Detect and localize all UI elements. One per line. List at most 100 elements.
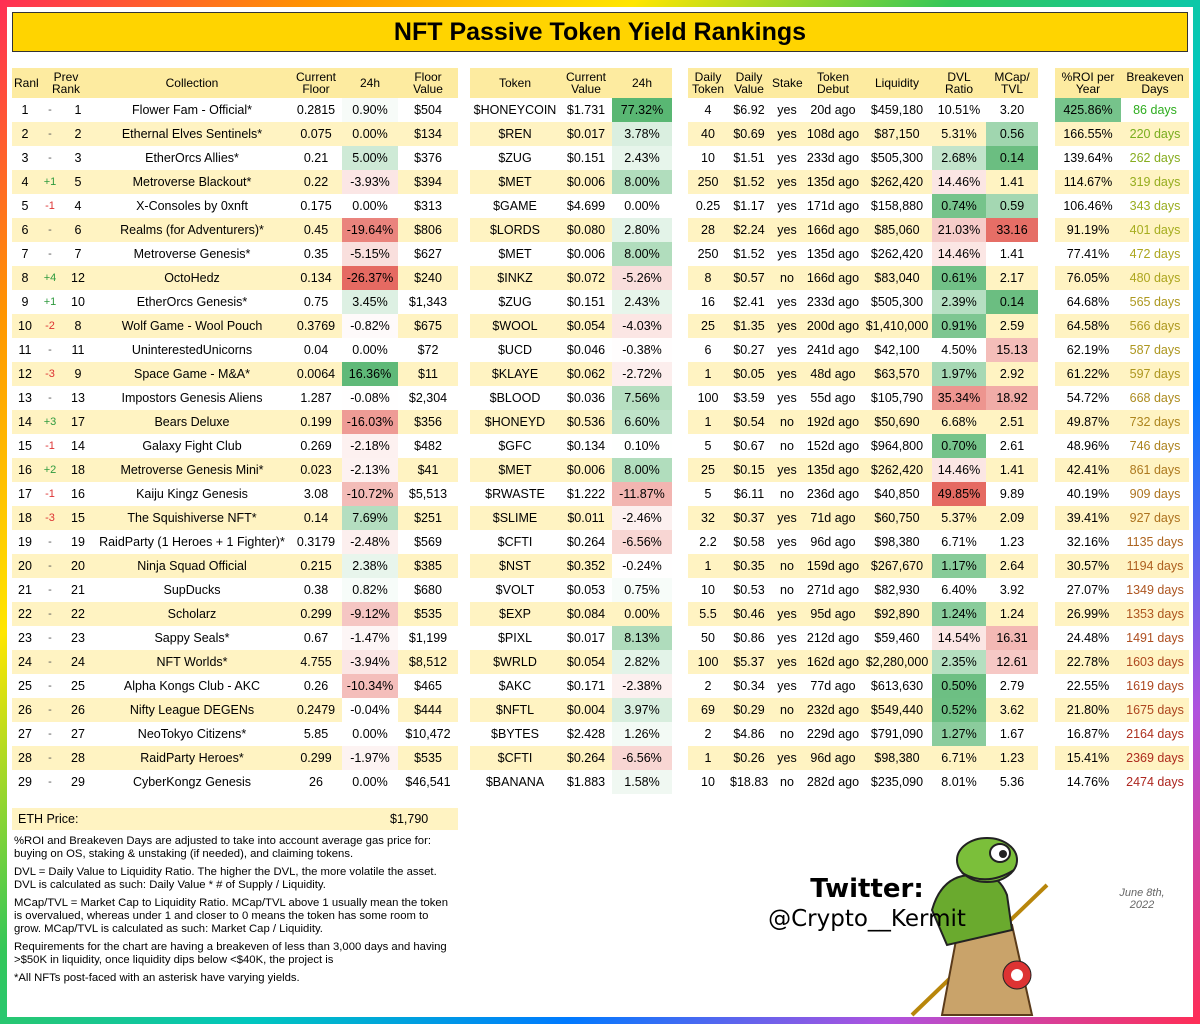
column-header: Collection (94, 68, 290, 98)
cell: 233d ago (806, 295, 860, 309)
cell: 597 days (1121, 362, 1189, 386)
data-table: Daily Token Daily Value Stake Token Debut Li… (688, 68, 1038, 794)
cell: 29 (18, 775, 32, 789)
cell: $83,040 (862, 266, 932, 290)
cell: yes (770, 170, 804, 194)
cell: -11.87% (612, 482, 672, 506)
cell: $0.054 (560, 314, 612, 338)
cell: $535 (398, 746, 458, 770)
cell: 236d ago (806, 487, 860, 501)
cell: 40.19% (1066, 487, 1110, 501)
cell: $KLAYE (470, 362, 560, 386)
note: MCap/TVL = Market Cap to Liquidity Ratio… (14, 897, 448, 935)
cell: $UCD (497, 343, 533, 357)
table-row: 20-20 Ninja Squad Official 0.215 2.38% $385 (12, 554, 458, 578)
table-row: 100 $3.59 yes 55d ago $105,790 35.34% 18.92 (688, 386, 1038, 410)
cell: - (38, 602, 62, 626)
cell: 6 (704, 343, 712, 357)
cell: 16.31 (986, 626, 1038, 650)
cell: $GAME (493, 199, 537, 213)
cell: 22 (62, 602, 94, 626)
cell: $1.883 (566, 775, 606, 789)
cell: 24 (62, 650, 94, 674)
cell: 2.17 (986, 266, 1038, 290)
cell: $0.080 (560, 218, 612, 242)
cell: 271d ago (806, 583, 860, 597)
cell: $1.17 (733, 199, 765, 213)
cell: 7.56% (612, 386, 672, 410)
table-row: 29 - 29 CyberKongz Genesis 26 0.00% $46,541 (12, 770, 458, 794)
cell: 26 (309, 775, 323, 789)
cell: 96d ago (804, 746, 862, 770)
cell: $6.92 (733, 103, 765, 117)
cell: 0.35 (303, 247, 329, 261)
cell: $385 (398, 554, 458, 578)
cell: $92,890 (862, 602, 932, 626)
cell: 565 days (1129, 295, 1181, 309)
table-row: $MET $0.006 8.00% (470, 458, 672, 482)
table-row: 100 $5.37 yes 162d ago $2,280,000 2.35% 12.61 (688, 650, 1038, 674)
cell: $0.86 (733, 631, 765, 645)
cell: 2.43% (612, 146, 672, 170)
cell: 1.67 (999, 727, 1025, 741)
cell: 32 (688, 506, 728, 530)
table-row: 62.19% 587 days (1055, 338, 1189, 362)
cell: - (48, 104, 52, 116)
cell: 54.72% (1066, 391, 1110, 405)
cell: 241d ago (806, 343, 860, 357)
cell: $444 (398, 698, 458, 722)
cell: CyberKongz Genesis (132, 775, 252, 789)
cell: -3 (38, 506, 62, 530)
table-row: 64.58% 566 days (1055, 314, 1189, 338)
column-header: MCap/ TVL (986, 68, 1038, 98)
cell: 64.68% (1066, 295, 1110, 309)
cell: Space Game - M&A* (94, 362, 290, 386)
cell: 22.55% (1066, 679, 1110, 693)
cell: yes (777, 295, 797, 309)
table-row: $LORDS $0.080 2.80% (470, 218, 672, 242)
table-row: $GAME $4.699 0.00% (470, 194, 672, 218)
cell: 0.00% (352, 727, 388, 741)
cell: 3.45% (342, 290, 398, 314)
cell: 77.32% (612, 98, 672, 122)
cell: 22.78% (1055, 650, 1121, 674)
cell: 9.89 (999, 487, 1025, 501)
table-row: 166.55% 220 days (1055, 122, 1189, 146)
cell: 0.2815 (296, 103, 336, 117)
cell: yes (770, 746, 804, 770)
cell: 480 days (1121, 266, 1189, 290)
cell: 29 (71, 775, 85, 789)
cell: $235,090 (870, 775, 924, 789)
cell: 50 (701, 631, 715, 645)
cell: +2 (38, 458, 62, 482)
cell: 1194 days (1121, 554, 1189, 578)
column-header: Stake (770, 68, 804, 98)
cell: 16.36% (342, 362, 398, 386)
cell: $0.006 (560, 170, 612, 194)
table-row: 28 $2.24 yes 166d ago $85,060 21.03% 33.16 (688, 218, 1038, 242)
cell: Ninja Squad Official (94, 554, 290, 578)
table-row: 49.87% 732 days (1055, 410, 1189, 434)
table-row: $ZUG $0.151 2.43% (470, 146, 672, 170)
cell: 0.00% (352, 343, 388, 357)
cell: - (38, 698, 62, 722)
cell: 18.92 (986, 386, 1038, 410)
cell: 4.50% (941, 343, 977, 357)
cell: 48.96% (1066, 439, 1110, 453)
cell: $42,100 (874, 343, 920, 357)
cell: 1.41 (999, 247, 1025, 261)
cell: 4 (74, 199, 82, 213)
cell: 2 (12, 122, 38, 146)
cell: 14.46% (932, 242, 986, 266)
cell: $5,513 (408, 487, 448, 501)
cell: 2 (704, 679, 712, 693)
cell: $CFTI (470, 746, 560, 770)
cell: 0.61% (932, 266, 986, 290)
cell: 0.74% (932, 194, 986, 218)
cell: 343 days (1129, 199, 1181, 213)
table-row: $BANANA $1.883 1.58% (470, 770, 672, 794)
cell: 108d ago (804, 122, 862, 146)
cell: 2.38% (342, 554, 398, 578)
cell: 27.07% (1066, 583, 1110, 597)
cell: -2.18% (342, 434, 398, 458)
